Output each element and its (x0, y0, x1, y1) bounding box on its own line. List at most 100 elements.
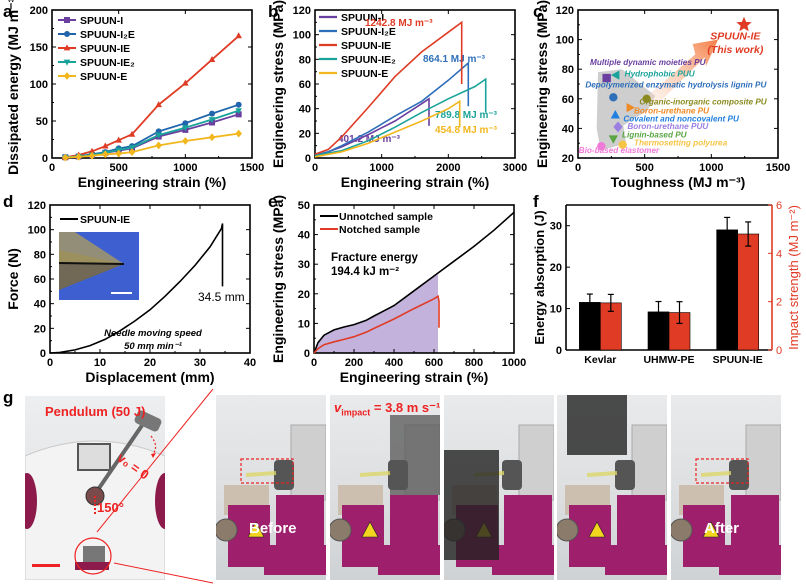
data-point (602, 73, 611, 83)
y-tick-label: 30 (298, 259, 310, 271)
y-axis-label: Energy absorption (J) (532, 210, 547, 344)
displacement-annotation: 34.5 mm (198, 290, 245, 304)
sample-clamp (502, 460, 522, 490)
x-tick-label: 1000 (173, 162, 197, 174)
data-point (235, 129, 242, 138)
data-point (613, 121, 623, 133)
y-tick-label: 40 (562, 123, 574, 135)
x-tick-label: 0 (49, 162, 55, 174)
scale-bar (32, 564, 60, 567)
data-point (155, 132, 162, 139)
sample-highlight-box (240, 458, 294, 484)
y-tick-label: 40 (299, 104, 311, 116)
fracture-energy-area (314, 274, 438, 353)
data-point (609, 93, 618, 102)
x-tick-label: 800 (465, 357, 483, 369)
fracture-energy-title: Fracture energy (331, 252, 419, 264)
y-tick-label: 100 (556, 35, 574, 47)
data-point (155, 141, 162, 150)
x-tick-label: 1000 (699, 162, 723, 174)
point-label: Boron-urethane PUU (627, 122, 709, 131)
y-tick-label: 120 (293, 5, 311, 17)
fixture-right (731, 495, 779, 550)
y-tick-label: 120 (556, 5, 574, 17)
warning-sign (588, 521, 606, 538)
y-tick-label: 100 (293, 30, 311, 42)
data-point (75, 152, 82, 161)
data-point (102, 142, 109, 149)
impact-frame-4 (557, 395, 667, 580)
chart-b-stress-strain: 0 1000 2000 3000 0 20 40 60 80 100 120 Engineering … (270, 0, 527, 190)
x-tick-label: 20 (144, 357, 156, 369)
data-point (235, 101, 242, 108)
data-point (597, 141, 606, 151)
warning-sign (702, 521, 720, 538)
legend-label: SPUUN-I₂E (80, 29, 135, 41)
bar-energy (716, 229, 738, 351)
series-line-4 (314, 99, 461, 158)
fixture-right (390, 495, 438, 550)
x-tick-label: 1000 (502, 357, 526, 369)
sample-strip (586, 471, 618, 477)
x-tick-label: 400 (385, 357, 403, 369)
series-line-1 (313, 294, 440, 354)
x-tick-label: 0 (47, 357, 53, 369)
legend-marker (63, 72, 71, 80)
series-line (65, 132, 239, 159)
pendulum-motion-blur (444, 450, 499, 560)
x-tick-label: 10 (94, 357, 106, 369)
point-label: Covalent and noncovalent PU (623, 115, 740, 124)
y-right-tick-label: 6 (776, 200, 782, 212)
y-tick-label: 150 (30, 42, 48, 54)
zoom-circle (74, 537, 112, 575)
panel-label-g: g (3, 388, 14, 407)
y-tick-label: 20 (34, 323, 46, 335)
impact-velocity-label: vimpact = 3.8 m s⁻¹ (334, 400, 441, 418)
series-line-3 (314, 77, 487, 157)
inset-scale-bar (111, 292, 132, 294)
x-tick-label: 200 (345, 357, 363, 369)
legend-label: SPUUN-I (341, 12, 384, 24)
data-point (128, 130, 136, 137)
data-point (642, 94, 651, 104)
y-axis-label-right: Impact strength (MJ m⁻²) (786, 205, 801, 350)
fracture-energy-value: 194.4 kJ m⁻² (331, 266, 399, 278)
chart-c-ashby-plot: 0 500 1000 1500 20 40 60 80 100 120 Toughness (MJ … (534, 0, 790, 190)
energy-annotation: 1242.8 MJ m⁻³ (365, 18, 433, 29)
series-2 (62, 32, 242, 160)
y-tick-label: 60 (562, 94, 574, 106)
legend-label: SPUUN-E (341, 68, 388, 80)
data-point (208, 117, 216, 124)
warning-sign (361, 521, 379, 538)
y-tick-label: 60 (34, 274, 46, 286)
x-tick-label: 0 (311, 357, 317, 369)
legend-label: SPUUN-IE (341, 40, 391, 52)
data-point (235, 111, 242, 118)
y-tick-label: 0 (304, 348, 310, 360)
fixture-right (504, 495, 552, 550)
machine-monitor (77, 443, 111, 471)
data-point (208, 55, 216, 62)
x-tick-label: 0 (575, 162, 581, 174)
warning-sign (247, 521, 265, 538)
chart-a-dissipated-energy: 0 500 1000 1500 0 50 100 150 200 Engineering stra… (5, 0, 264, 190)
impact-frame-1 (216, 395, 326, 580)
x-tick-label: 500 (635, 162, 653, 174)
legend-label: SPUUN-IE (80, 43, 130, 55)
y-tick-label: 10 (298, 318, 310, 330)
y-tick-label: 40 (298, 230, 310, 242)
data-point (626, 103, 636, 113)
x-tick-label: 40 (244, 357, 256, 369)
pendulum-machine-photo: Pendulum (50 J) v₀ = 0 150° (25, 396, 165, 580)
y-tick-label: 80 (562, 64, 574, 76)
data-point (618, 140, 627, 149)
x-tick-label: 500 (109, 162, 127, 174)
panel-label-e: e (268, 192, 278, 211)
y-right-tick-label: 0 (776, 345, 782, 357)
energy-annotation: 454.8 MJ m⁻³ (435, 125, 498, 136)
y-tick-label: 50 (298, 200, 310, 212)
y-tick-label: 100 (30, 79, 48, 91)
y-axis-label: Force (N) (5, 248, 21, 309)
x-tick-label: 1000 (369, 162, 393, 174)
machine-side-panel-right (155, 473, 165, 529)
